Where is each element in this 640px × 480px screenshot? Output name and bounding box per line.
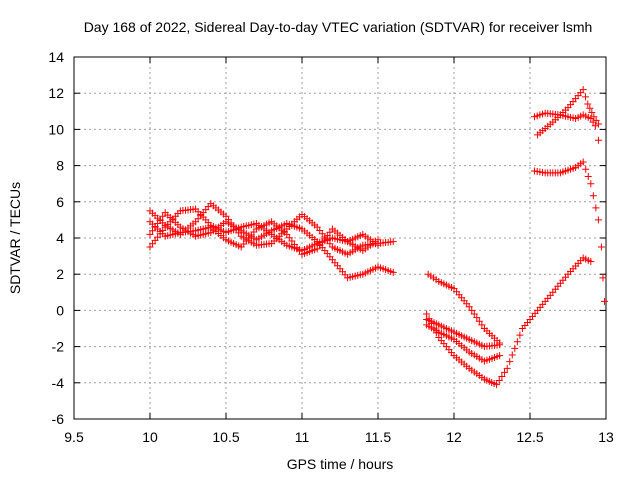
data-point [581, 93, 589, 101]
data-point [146, 230, 154, 238]
data-point [389, 268, 397, 276]
data-point [475, 317, 483, 325]
data-point [428, 319, 436, 327]
y-tick-label: 6 [56, 194, 64, 210]
data-point [513, 338, 521, 346]
data-point [501, 368, 509, 376]
data-point [588, 109, 596, 117]
x-tick-label: 13 [598, 429, 614, 445]
plot-frame [73, 56, 607, 420]
data-point [149, 227, 157, 235]
data-point [495, 377, 503, 385]
y-tick-label: 12 [48, 85, 64, 101]
data-point [586, 104, 594, 112]
data-point [425, 315, 433, 323]
y-axis-label: SDTVAR / TECUs [7, 182, 23, 294]
x-tick-label: 12.5 [516, 429, 543, 445]
data-point [156, 216, 164, 224]
data-point [590, 113, 598, 121]
data-point [465, 303, 473, 311]
x-tick-label: 10.5 [212, 429, 239, 445]
x-tick-label: 12 [446, 429, 462, 445]
data-point [423, 310, 431, 318]
chart-title: Day 168 of 2022, Sidereal Day-to-day VTE… [84, 19, 593, 35]
data-point [508, 351, 516, 359]
data-point [594, 216, 602, 224]
series-track-11 [531, 158, 608, 305]
data-point [516, 331, 524, 339]
data-points [146, 86, 608, 389]
data-point [159, 212, 167, 220]
data-point [470, 310, 478, 318]
x-tick-label: 9.5 [64, 429, 84, 445]
series-track-10 [534, 86, 602, 139]
series-track-5 [424, 270, 504, 347]
data-point [511, 344, 519, 352]
grid-lines [74, 57, 606, 419]
data-point [432, 329, 440, 337]
data-point [594, 120, 602, 128]
data-point [594, 136, 602, 144]
data-point [496, 352, 504, 360]
data-point [496, 341, 504, 349]
data-point [584, 100, 592, 108]
y-tick-label: 2 [56, 266, 64, 282]
data-point [587, 180, 595, 188]
series-track-8 [423, 254, 595, 389]
y-tick-label: -6 [52, 411, 65, 427]
data-point [591, 122, 599, 130]
x-tick-label: 11 [295, 429, 310, 445]
x-axis-label: GPS time / hours [287, 456, 394, 472]
data-point [503, 364, 511, 372]
y-tick-label: 14 [48, 49, 64, 65]
y-tick-label: -4 [52, 375, 65, 391]
data-point [584, 172, 592, 180]
data-point [589, 192, 597, 200]
data-point [506, 358, 514, 366]
data-point [430, 324, 438, 332]
data-point [592, 116, 600, 124]
x-tick-label: 11.5 [365, 429, 391, 445]
data-point [473, 314, 481, 322]
data-point [579, 158, 587, 166]
series-track-6 [423, 315, 504, 351]
x-tick-label: 10 [142, 429, 158, 445]
y-tick-label: -2 [52, 339, 65, 355]
data-point [599, 274, 607, 282]
data-point [498, 372, 506, 380]
data-point [389, 238, 397, 246]
data-point [587, 258, 595, 266]
y-tick-label: 8 [56, 158, 64, 174]
data-point [374, 236, 382, 244]
data-point [579, 86, 587, 94]
series-track-4 [146, 218, 382, 258]
data-point [589, 118, 597, 126]
data-point [582, 165, 590, 173]
data-point [600, 297, 608, 305]
data-point [597, 243, 605, 251]
axis-ticks: 9.5 10 10.5 11 11.5 12 12.5 13 -6 -4 -2 0 2 4 6 8 10 12 14 [48, 49, 614, 445]
series-track-9 [531, 109, 602, 144]
data-point [592, 204, 600, 212]
data-point [587, 115, 595, 123]
y-tick-label: 0 [56, 302, 64, 318]
data-point [478, 321, 486, 329]
y-tick-label: 10 [48, 121, 64, 137]
data-point [493, 381, 501, 389]
data-point [468, 306, 476, 314]
y-tick-label: 4 [56, 230, 64, 246]
